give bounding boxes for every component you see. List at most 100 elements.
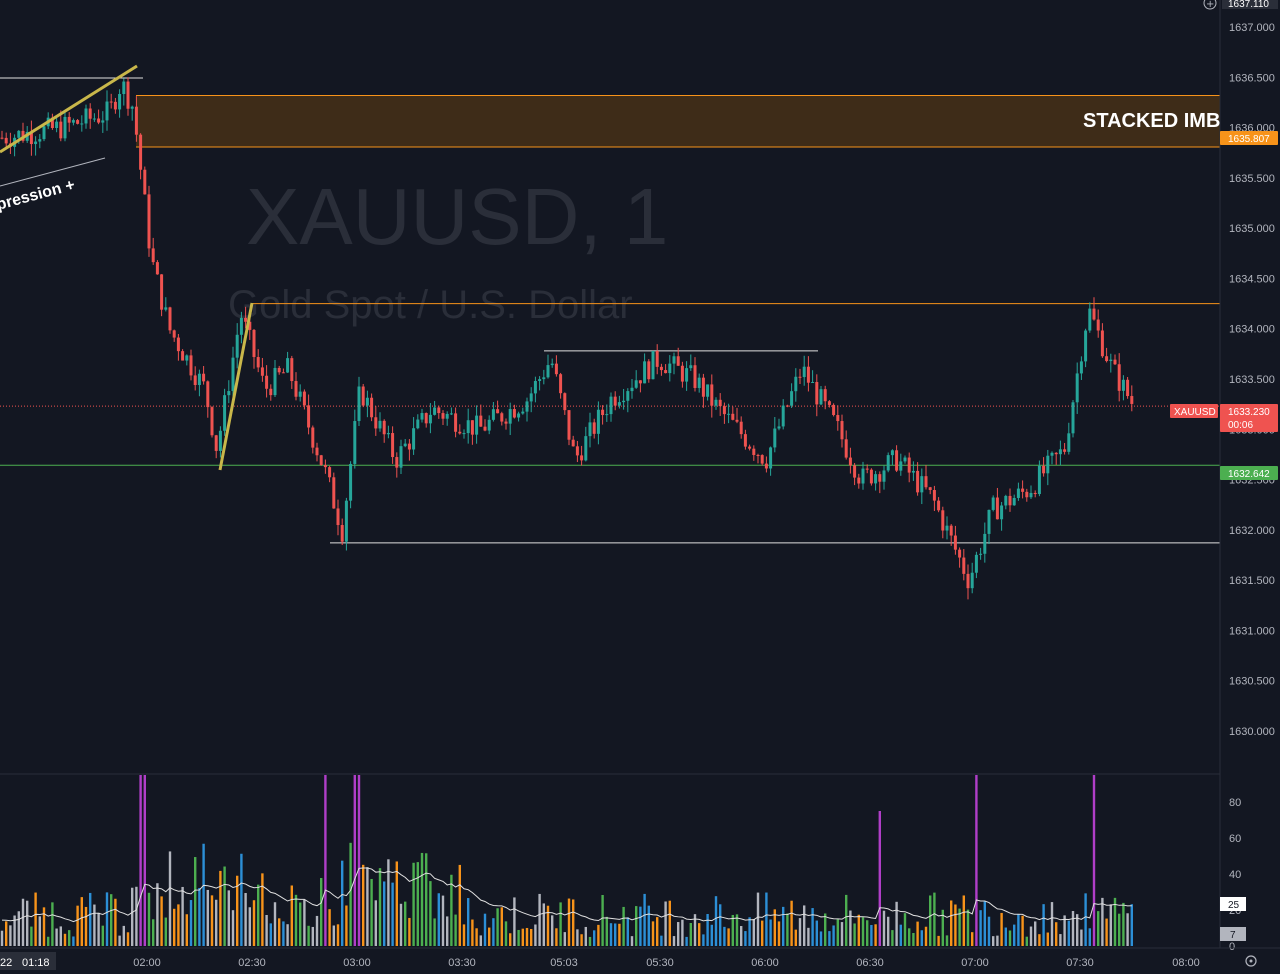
volume-bar bbox=[773, 909, 776, 946]
candle-body bbox=[386, 433, 390, 435]
candle-body bbox=[517, 413, 521, 418]
settings-gear-icon[interactable] bbox=[1245, 955, 1257, 967]
candle-body bbox=[84, 108, 88, 124]
candle-body bbox=[643, 361, 647, 384]
volume-bar bbox=[538, 893, 541, 946]
candle-body bbox=[764, 463, 768, 469]
volume-bar bbox=[467, 898, 470, 946]
volume-bar bbox=[1092, 775, 1096, 946]
candle-body bbox=[319, 455, 323, 466]
volume-bar bbox=[840, 922, 844, 946]
candle-body bbox=[701, 377, 705, 397]
volume-bar bbox=[47, 936, 50, 946]
time-axis[interactable]: 02:00 02:30 03:00 03:30 05:03 05:30 06:00 06:30… bbox=[133, 957, 1200, 969]
plus-icon[interactable]: + bbox=[1203, 0, 1217, 10]
volume-bar bbox=[983, 901, 986, 946]
countdown-text: 00:06 bbox=[1228, 420, 1253, 431]
candle-body bbox=[601, 409, 605, 416]
volume-bar bbox=[551, 915, 554, 946]
candle-body bbox=[924, 476, 928, 488]
candle-body bbox=[462, 433, 466, 435]
volume-bar bbox=[1067, 920, 1070, 946]
candle-body bbox=[853, 465, 857, 478]
price-axis[interactable]: 1637.0001636.5001636.0001635.5001635.000… bbox=[1229, 22, 1275, 738]
candle-body bbox=[1021, 488, 1025, 492]
volume-bar bbox=[504, 921, 508, 946]
candle-body bbox=[550, 363, 554, 366]
volume-bar bbox=[681, 919, 684, 946]
candle-body bbox=[1100, 330, 1104, 357]
volume-bar bbox=[34, 892, 37, 946]
candle-body bbox=[1063, 449, 1067, 452]
candle-body bbox=[475, 415, 479, 435]
volume-bar bbox=[265, 914, 268, 946]
volume-bar bbox=[315, 915, 319, 946]
volume-axis[interactable]: 806040200 bbox=[1229, 797, 1241, 953]
candle-body bbox=[500, 413, 504, 422]
volume-bar bbox=[156, 883, 159, 946]
volume-bar bbox=[30, 926, 33, 946]
stacked-imbalance-zone bbox=[136, 95, 1220, 148]
candle-body bbox=[773, 428, 777, 448]
candle-body bbox=[1084, 330, 1088, 362]
candle-body bbox=[50, 117, 54, 129]
candle-body bbox=[832, 404, 836, 416]
candle-body bbox=[382, 420, 386, 435]
volume-bar bbox=[240, 853, 243, 946]
symbol-tag: XAUUSD bbox=[1170, 404, 1218, 418]
volume-tick-label: 80 bbox=[1229, 797, 1241, 809]
candle-body bbox=[92, 118, 96, 120]
volume-bar bbox=[723, 926, 726, 946]
candle-body bbox=[903, 457, 907, 462]
volume-bar bbox=[1097, 911, 1100, 946]
candle-body bbox=[848, 457, 852, 466]
volume-bar bbox=[693, 914, 697, 946]
candle-body bbox=[185, 355, 189, 361]
volume-bar bbox=[416, 862, 419, 946]
candle-body bbox=[311, 427, 315, 448]
volume-bar bbox=[1113, 897, 1117, 946]
vol-ma-tag: 25 bbox=[1220, 897, 1246, 911]
volume-bar bbox=[593, 930, 596, 946]
candle-body bbox=[151, 248, 155, 263]
volume-bar bbox=[920, 930, 923, 946]
volume-bar bbox=[429, 881, 432, 946]
candle-body bbox=[391, 433, 395, 458]
candle-body bbox=[890, 450, 894, 456]
candle-body bbox=[1075, 373, 1079, 403]
volume-bar bbox=[614, 923, 617, 946]
candle-body bbox=[941, 510, 945, 531]
volume-bar bbox=[500, 907, 503, 946]
candle-body bbox=[584, 436, 588, 461]
volume-bar bbox=[143, 775, 146, 946]
volume-bar bbox=[395, 861, 398, 946]
price-tick-label: 1630.500 bbox=[1229, 676, 1275, 688]
volume-bar bbox=[580, 934, 583, 946]
candle-body bbox=[928, 487, 932, 491]
volume-bar bbox=[1118, 913, 1121, 946]
candle-body bbox=[307, 405, 311, 428]
volume-bar bbox=[626, 917, 629, 946]
price-tick-label: 1637.000 bbox=[1229, 22, 1275, 34]
candle-body bbox=[987, 509, 991, 534]
candle-body bbox=[945, 525, 949, 531]
candle-body bbox=[193, 375, 197, 386]
volume-bar bbox=[408, 917, 411, 946]
candle-body bbox=[752, 448, 756, 455]
volume-bar bbox=[622, 906, 625, 946]
candle-body bbox=[727, 413, 731, 415]
volume-bar bbox=[13, 915, 16, 946]
candle-body bbox=[172, 330, 176, 338]
volume-bar bbox=[236, 875, 239, 946]
volume-bar bbox=[727, 928, 730, 946]
volume-bar bbox=[790, 900, 793, 946]
candle-body bbox=[836, 415, 840, 422]
volume-bar bbox=[912, 932, 915, 946]
volume-bar bbox=[1017, 914, 1020, 946]
candle-body bbox=[332, 477, 336, 509]
candle-body bbox=[882, 470, 886, 482]
trend-line-2 bbox=[218, 302, 254, 471]
volume-bar bbox=[954, 904, 957, 946]
volume-bar bbox=[181, 886, 184, 946]
